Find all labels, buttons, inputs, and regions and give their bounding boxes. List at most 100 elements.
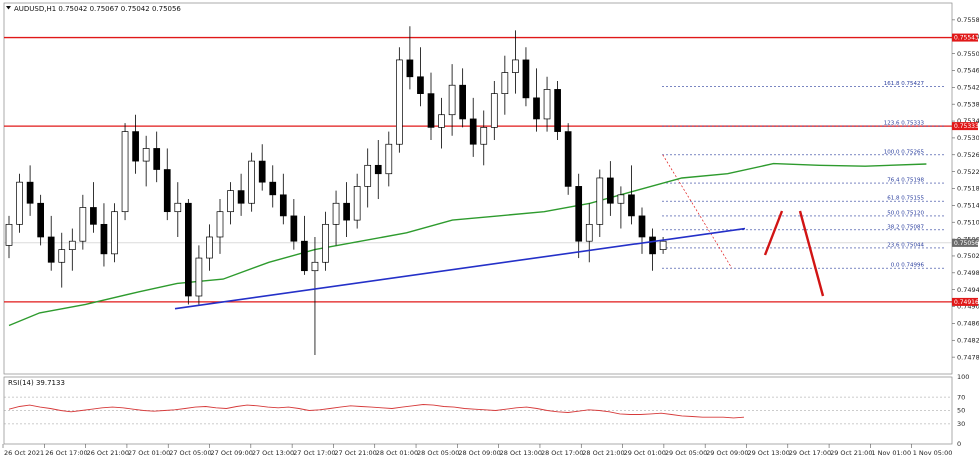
- bullish-candle: [227, 190, 234, 213]
- bullish-candle: [5, 223, 13, 246]
- bearish-candle: [522, 59, 530, 99]
- price-tick-label: 0.75585: [957, 16, 979, 24]
- rsi-line: [8, 404, 745, 419]
- trendline-path: [174, 227, 746, 310]
- bullish-candle: [248, 160, 255, 204]
- fib-level-label: 76.4 0.75198: [887, 178, 924, 184]
- rsi-tick-label: 70: [957, 393, 965, 401]
- time-tick-label: 28 Oct 17:00: [541, 449, 583, 457]
- price-level-label: 0.74916: [954, 299, 979, 306]
- bullish-candle: [174, 202, 182, 213]
- rsi-indicator: 100 70 50 30 0: [4, 373, 969, 448]
- time-tick-label: 27 Oct 21:00: [334, 449, 376, 457]
- symbol-dropdown-icon[interactable]: [6, 6, 11, 10]
- fib-level-label: 38.2 0.75087: [887, 224, 924, 230]
- price-tick-label: 0.75385: [957, 100, 979, 108]
- price-tick-label: 0.74825: [957, 336, 979, 344]
- bearish-candle: [638, 215, 646, 238]
- price-level-label: 0.75543: [954, 35, 979, 42]
- bearish-candle: [417, 76, 424, 94]
- bearish-candle: [374, 164, 382, 175]
- bearish-candle: [575, 186, 583, 242]
- bearish-candle: [279, 194, 287, 217]
- bullish-candle: [617, 194, 625, 204]
- bullish-candle: [111, 211, 118, 255]
- bullish-candle: [216, 211, 224, 238]
- bullish-candle: [385, 143, 393, 175]
- price-level-tag: [952, 122, 978, 131]
- bullish-candle: [206, 236, 213, 259]
- time-tick-label: 1 Nov 05:00: [913, 449, 953, 457]
- price-tick-label: 0.75425: [957, 84, 979, 92]
- time-tick-label: 26 Oct 2021: [4, 449, 44, 457]
- price-tick-label: 0.74945: [957, 286, 979, 294]
- price-level-label: 0.75333: [954, 123, 979, 130]
- bullish-candle: [79, 207, 87, 242]
- bullish-candle: [121, 131, 129, 213]
- time-tick-label: 27 Oct 09:00: [211, 449, 253, 457]
- fib-level-label: 50.0 0.75120: [887, 210, 924, 216]
- rsi-label: RSI(14) 39.7133: [8, 379, 65, 387]
- bearish-candle: [100, 223, 108, 255]
- time-tick-label: 26 Oct 21:00: [87, 449, 129, 457]
- time-tick-label: 27 Oct 17:00: [293, 449, 335, 457]
- bullish-candle: [438, 114, 445, 128]
- bearish-candle: [26, 181, 34, 204]
- price-panel: [3, 2, 953, 375]
- fib-level-label: 0.0 0.74996: [891, 263, 925, 269]
- rsi-tick-label: 100: [957, 373, 969, 381]
- bearish-candle: [185, 202, 192, 297]
- bearish-candle: [649, 236, 656, 255]
- time-tick-label: 29 Oct 01:00: [624, 449, 666, 457]
- price-tick-label: 0.74985: [957, 269, 979, 277]
- price-level-tag: [952, 33, 978, 42]
- bearish-candle: [533, 97, 540, 120]
- current-price-tag: [952, 238, 978, 247]
- bullish-candle: [448, 84, 456, 116]
- bearish-candle: [459, 84, 466, 120]
- bullish-candle: [332, 202, 340, 225]
- trendline: [174, 227, 746, 310]
- bearish-candle: [290, 215, 298, 242]
- horizontal-levels: 0.75543 0.75333 0.74916 0.75056: [4, 33, 979, 306]
- bearish-candle: [427, 93, 435, 128]
- bearish-candle: [343, 202, 350, 221]
- bullish-candle: [311, 261, 319, 272]
- bullish-candle: [322, 223, 329, 263]
- bullish-candle: [490, 93, 498, 128]
- price-tick-label: 0.75185: [957, 185, 979, 193]
- time-tick-label: 28 Oct 01:00: [376, 449, 418, 457]
- price-tick-label: 0.75265: [957, 151, 979, 159]
- time-tick-label: 29 Oct 09:00: [706, 449, 748, 457]
- moving-average-line: [8, 162, 927, 327]
- bullish-candle: [501, 72, 509, 94]
- bullish-candle: [596, 177, 604, 225]
- time-tick-label: 29 Oct 13:00: [747, 449, 789, 457]
- price-tick-label: 0.75305: [957, 134, 979, 142]
- price-axis: 0.755850.755450.755050.754650.754250.753…: [952, 16, 979, 361]
- time-tick-label: 27 Oct 13:00: [252, 449, 294, 457]
- bearish-candle: [90, 207, 97, 225]
- bearish-candle: [153, 148, 161, 170]
- fib-level-label: 61.8 0.75155: [887, 196, 924, 202]
- time-tick-label: 27 Oct 01:00: [128, 449, 170, 457]
- bullish-candle: [142, 148, 150, 162]
- price-tick-label: 0.75145: [957, 202, 979, 210]
- bullish-candle: [58, 249, 66, 263]
- bullish-candle: [585, 223, 593, 242]
- bullish-candle: [396, 59, 403, 145]
- rsi-tick-label: 50: [957, 407, 965, 415]
- bullish-candle: [68, 240, 76, 250]
- rsi-tick-label: 0: [957, 440, 961, 448]
- projection-up-stroke: [763, 210, 784, 256]
- bullish-candle: [543, 89, 551, 120]
- price-tick-label: 0.75025: [957, 252, 979, 260]
- bullish-candle: [195, 257, 203, 297]
- current-price-label: 0.75056: [954, 240, 979, 247]
- fib-level-label: 123.6 0.75333: [884, 121, 925, 127]
- bullish-candle: [659, 240, 667, 250]
- price-tick-label: 0.74905: [957, 303, 979, 311]
- bearish-candle: [554, 89, 561, 132]
- price-level-tag: [952, 297, 978, 306]
